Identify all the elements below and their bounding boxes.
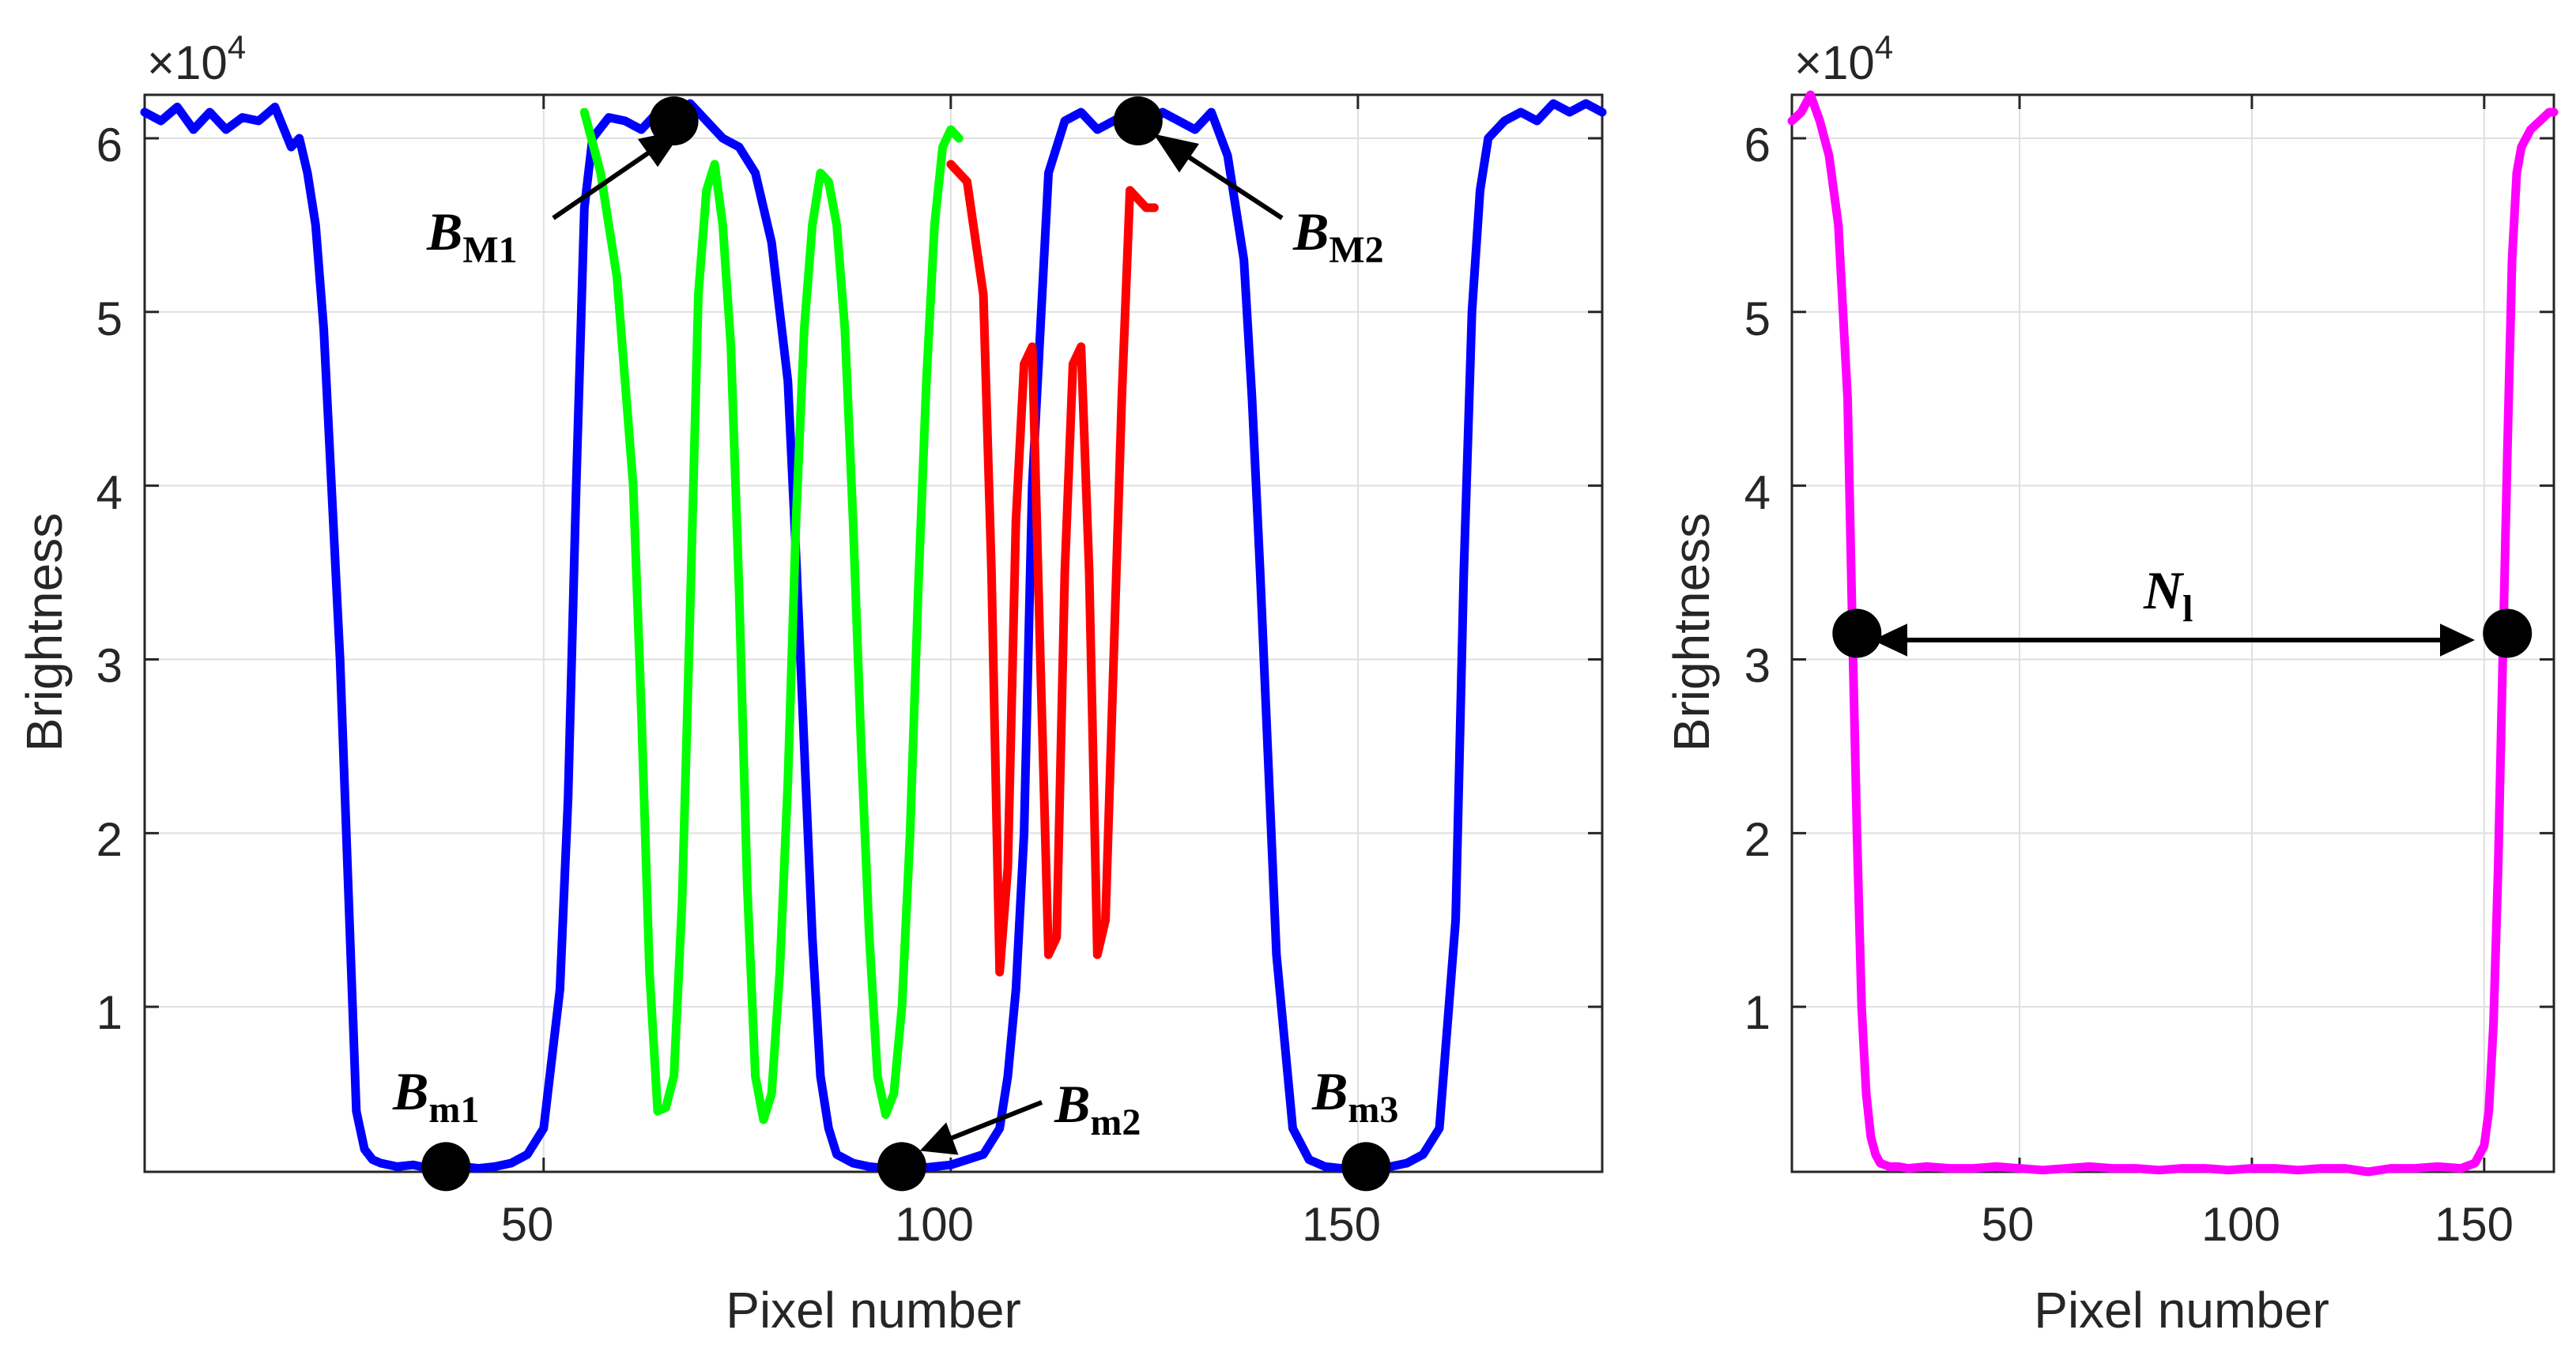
label-bmm2-sub: m2 [1090,1102,1141,1143]
left-y-exponent-base: ×10 [147,36,228,89]
left-xtick-100: 100 [895,1198,974,1251]
label-bmm2-main: B [1054,1074,1090,1134]
left-ytick-2: 2 [96,813,123,866]
series-line-red [946,160,1159,977]
left-ytick-6: 6 [96,119,123,171]
label-bm2-main: B [1292,201,1329,262]
arrow-bm1-head [637,129,684,168]
marker-point-3 [877,1142,927,1192]
right-y-exponent-base: ×10 [1794,36,1875,89]
width-arrow-left-head [1872,623,1907,657]
arrow-bm2-head [1153,134,1200,173]
marker-point-4 [1341,1142,1391,1192]
arrow-bmm2-head [919,1122,959,1155]
right-xtick-50: 50 [1982,1198,2035,1251]
left-y-exponent: ×104 [147,28,246,89]
left-chart: 1 2 3 4 5 6 50 100 150 ×104 Pixel number… [16,28,1607,1339]
left-ytick-5: 5 [96,292,123,345]
label-bm1-main: B [426,201,462,262]
right-y-axis-label: Brightness [1663,513,1720,751]
label-nl-sub: l [2182,588,2193,630]
width-arrow-right-head [2440,623,2476,657]
marker-point-2 [421,1142,471,1192]
right-chart: 1 2 3 4 5 6 50 100 150 ×104 Pixel number… [1663,28,2559,1339]
label-bm2: BM2 [1292,201,1384,271]
right-ytick-3: 3 [1744,639,1771,692]
marker-point-1 [2483,608,2533,658]
left-plot-frame [143,93,1604,1173]
left-y-exponent-power: 4 [228,28,246,66]
label-bmm2: Bm2 [1054,1074,1141,1143]
left-xtick-150: 150 [1302,1198,1381,1251]
label-nl-main: N [2143,560,2185,620]
left-grid [145,95,1602,1172]
label-bmm1-main: B [392,1061,428,1121]
left-markers-group [421,96,1391,1192]
arrow-bmm2 [941,1100,1043,1144]
label-bmm3-sub: m3 [1348,1089,1398,1131]
right-grid [1792,95,2554,1172]
right-x-axis-label: Pixel number [2034,1282,2329,1339]
right-width-arrow [1872,623,2476,657]
arrow-bm2 [1173,145,1284,220]
right-xtick-100: 100 [2201,1198,2280,1251]
left-ytick-3: 3 [96,639,123,692]
marker-point-1 [1113,96,1163,145]
label-bmm3: Bm3 [1311,1061,1398,1131]
right-ytick-1: 1 [1744,986,1771,1039]
right-y-exponent-power: 4 [1875,28,1893,66]
left-x-axis-label: Pixel number [726,1282,1021,1339]
label-bm2-sub: M2 [1329,229,1383,271]
label-nl: Nl [2143,560,2193,630]
left-ytick-4: 4 [96,466,123,519]
right-ytick-6: 6 [1744,119,1771,171]
series-line-magenta [1787,90,2559,1177]
right-ytick-2: 2 [1744,813,1771,866]
left-y-axis-label: Brightness [16,513,73,751]
arrow-bm1 [552,140,666,220]
left-annotation-arrows [552,129,1284,1155]
left-xtick-50: 50 [501,1198,554,1251]
series-line-green [579,107,964,1124]
label-bmm3-main: B [1311,1061,1348,1121]
right-markers-group [1832,608,2533,658]
right-ytick-4: 4 [1744,466,1771,519]
marker-point-0 [649,96,699,145]
right-y-exponent: ×104 [1794,28,1893,89]
label-bmm1-sub: m1 [428,1089,479,1131]
left-ytick-1: 1 [96,986,123,1039]
right-series-group [1787,90,2559,1177]
label-bmm1: Bm1 [392,1061,479,1131]
right-xtick-150: 150 [2435,1198,2514,1251]
label-bm1: BM1 [426,201,518,271]
right-ytick-5: 5 [1744,292,1771,345]
marker-point-0 [1832,608,1882,658]
label-bm1-sub: M1 [462,229,517,271]
